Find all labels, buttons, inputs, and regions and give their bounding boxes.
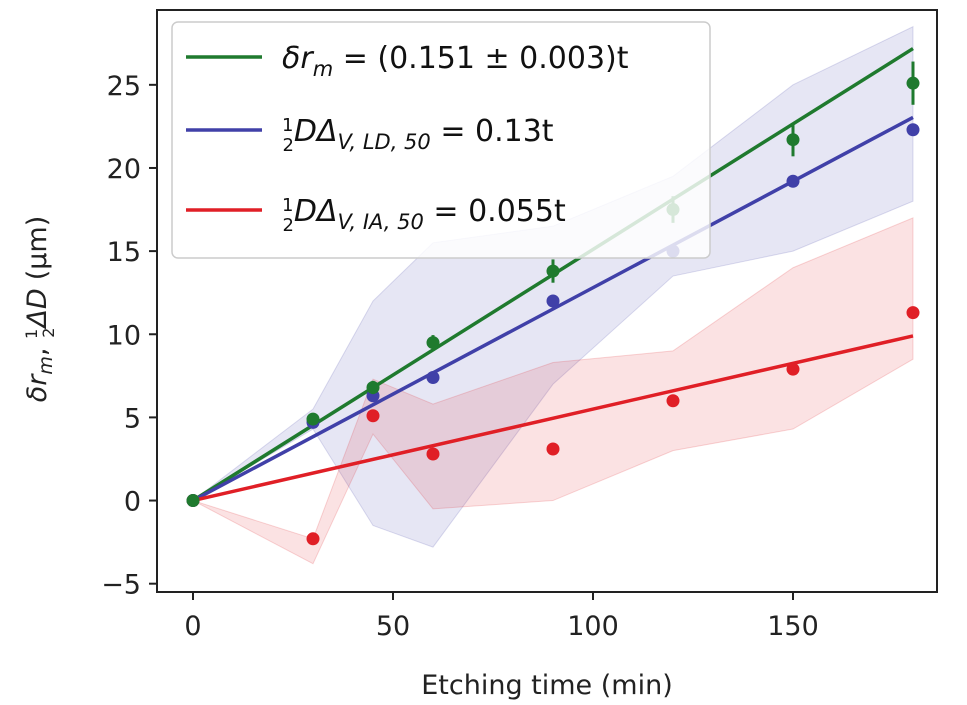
- y-label-sep: ,: [22, 339, 53, 356]
- green-point: [306, 412, 320, 426]
- x-tick-label: 0: [184, 611, 201, 642]
- y-tick-label: 10: [107, 320, 141, 351]
- blue-point: [426, 370, 440, 384]
- y-label-frac-den: 2: [39, 328, 58, 338]
- y-tick-label: 15: [107, 237, 141, 268]
- legend-box: [171, 21, 711, 259]
- green-point: [186, 494, 200, 508]
- red-point: [366, 409, 380, 423]
- y-axis-label: δrm, 12ΔD (μm): [22, 216, 58, 403]
- red-point: [546, 442, 560, 456]
- y-tick-label: 0: [124, 487, 141, 518]
- y-tick-label: 20: [107, 154, 141, 185]
- y-label-unit: (μm): [22, 216, 53, 281]
- green-point: [426, 336, 440, 350]
- red-point: [906, 306, 920, 320]
- x-axis-label: Etching time (min): [421, 670, 673, 701]
- y-label-sub: m: [35, 356, 57, 375]
- green-point: [546, 264, 560, 278]
- y-label-base: δr: [22, 373, 53, 403]
- red-point: [426, 447, 440, 461]
- green-point: [786, 133, 800, 147]
- green-legend-label: δrm = (0.151 ± 0.003)t: [282, 41, 629, 81]
- blue-point: [786, 174, 800, 188]
- red-point: [306, 532, 320, 546]
- red-band: [192, 217, 914, 565]
- y-tick-label: 5: [124, 403, 141, 434]
- x-tick-label: 150: [767, 611, 819, 642]
- green-point: [366, 380, 380, 394]
- blue-legend-label: 1 2DΔV, LD, 50 = 0.13t: [282, 114, 554, 156]
- y-label-frac-num: 1: [22, 329, 41, 339]
- y-tick-label: −5: [101, 570, 141, 601]
- legend: δrm = (0.151 ± 0.003)t 1 2DΔV, LD, 50 = 0.…: [171, 21, 711, 259]
- green-point: [906, 76, 920, 90]
- red-point: [666, 394, 680, 408]
- blue-point: [906, 123, 920, 137]
- x-tick-label: 50: [376, 611, 410, 642]
- axis-ticks: 0 50 100 150 −5 0 5 10 15 20 25: [101, 71, 819, 642]
- blue-point: [546, 294, 560, 308]
- red-point: [786, 362, 800, 376]
- x-tick-label: 100: [567, 611, 619, 642]
- y-tick-label: 25: [107, 71, 141, 102]
- plot-frame: [156, 9, 938, 593]
- red-legend-label: 1 2DΔV, IA, 50 = 0.055t: [282, 194, 566, 236]
- y-label-tail: ΔD: [22, 288, 53, 329]
